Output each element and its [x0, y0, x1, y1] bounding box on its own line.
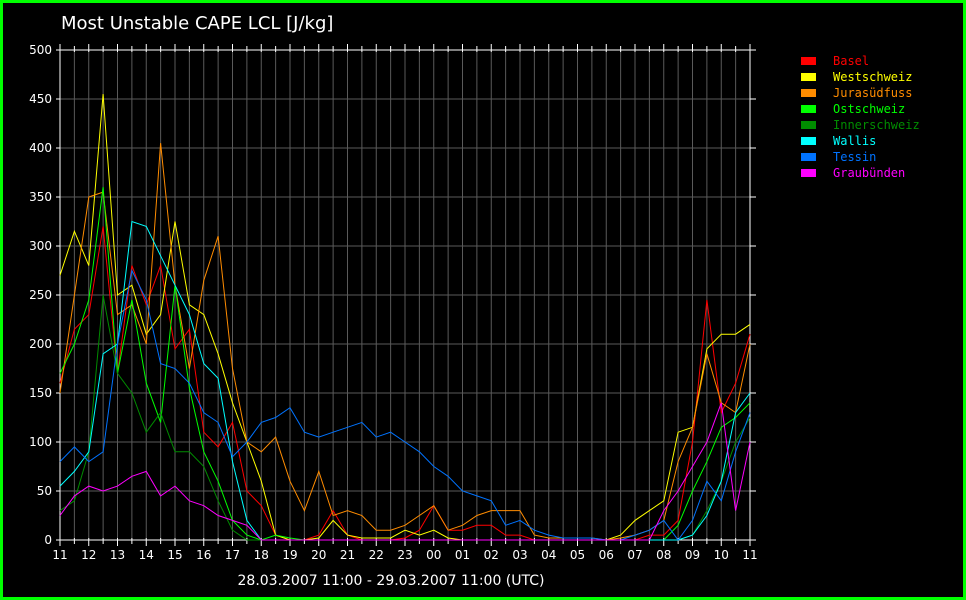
legend-label: Westschweiz — [833, 70, 913, 84]
series-line-graubünden — [59, 402, 751, 541]
series-line-westschweiz — [59, 94, 751, 541]
y-tick-label: 400 — [29, 141, 52, 155]
chart-title: Most Unstable CAPE LCL [J/kg] — [61, 13, 334, 34]
y-tick-label: 0 — [44, 533, 52, 547]
legend-swatch — [801, 73, 816, 81]
x-tick-label: 13 — [110, 548, 125, 562]
x-tick-label: 23 — [397, 548, 412, 562]
legend-label: Graubünden — [833, 166, 906, 180]
x-tick-label: 08 — [656, 548, 671, 562]
x-tick-label: 11 — [52, 548, 67, 562]
x-tick-label: 06 — [599, 548, 614, 562]
legend-swatch — [801, 57, 816, 65]
x-tick-label: 17 — [225, 548, 240, 562]
legend-label: Basel — [833, 54, 870, 68]
y-tick-label: 500 — [29, 43, 52, 57]
x-tick-label: 01 — [455, 548, 470, 562]
x-tick-label: 19 — [282, 548, 297, 562]
legend-label: Jurasüdfuss — [833, 86, 913, 100]
legend-label: Tessin — [833, 150, 877, 164]
y-tick-label: 300 — [29, 239, 52, 253]
legend-label: Innerschweiz — [833, 118, 920, 132]
x-tick-label: 11 — [742, 548, 757, 562]
x-tick-label: 00 — [426, 548, 441, 562]
legend-item: Wallis — [801, 133, 920, 149]
x-tick-label: 14 — [139, 548, 154, 562]
x-tick-label: 09 — [685, 548, 700, 562]
x-tick-label: 10 — [714, 548, 729, 562]
legend-swatch — [801, 153, 816, 161]
y-tick-label: 200 — [29, 337, 52, 351]
legend-swatch — [801, 169, 816, 177]
x-tick-label: 22 — [369, 548, 384, 562]
x-tick-label: 20 — [311, 548, 326, 562]
legend-swatch — [801, 121, 816, 129]
y-tick-label: 100 — [29, 435, 52, 449]
x-tick-label: 03 — [512, 548, 527, 562]
chart-subtitle: 28.03.2007 11:00 - 29.03.2007 11:00 (UTC… — [237, 573, 545, 589]
legend-item: Jurasüdfuss — [801, 85, 920, 101]
y-tick-label: 350 — [29, 190, 52, 204]
legend: Basel Westschweiz Jurasüdfuss Ostschweiz Inn… — [801, 53, 920, 181]
x-tick-label: 12 — [81, 548, 96, 562]
legend-label: Ostschweiz — [833, 102, 906, 116]
legend-item: Tessin — [801, 149, 920, 165]
legend-label: Wallis — [833, 134, 877, 148]
x-tick-label: 05 — [570, 548, 585, 562]
legend-swatch — [801, 105, 816, 113]
legend-item: Westschweiz — [801, 69, 920, 85]
legend-item: Basel — [801, 53, 920, 69]
legend-item: Innerschweiz — [801, 117, 920, 133]
x-tick-label: 02 — [484, 548, 499, 562]
legend-item: Ostschweiz — [801, 101, 920, 117]
x-tick-label: 04 — [541, 548, 556, 562]
x-tick-label: 15 — [167, 548, 182, 562]
x-tick-label: 18 — [254, 548, 269, 562]
series-line-tessin — [59, 268, 751, 541]
y-tick-label: 150 — [29, 386, 52, 400]
y-tick-label: 50 — [37, 484, 52, 498]
x-tick-label: 21 — [340, 548, 355, 562]
y-tick-label: 250 — [29, 288, 52, 302]
y-tick-label: 450 — [29, 92, 52, 106]
legend-item: Graubünden — [801, 165, 920, 181]
x-tick-label: 07 — [627, 548, 642, 562]
legend-swatch — [801, 89, 816, 97]
legend-swatch — [801, 137, 816, 145]
x-tick-label: 16 — [196, 548, 211, 562]
